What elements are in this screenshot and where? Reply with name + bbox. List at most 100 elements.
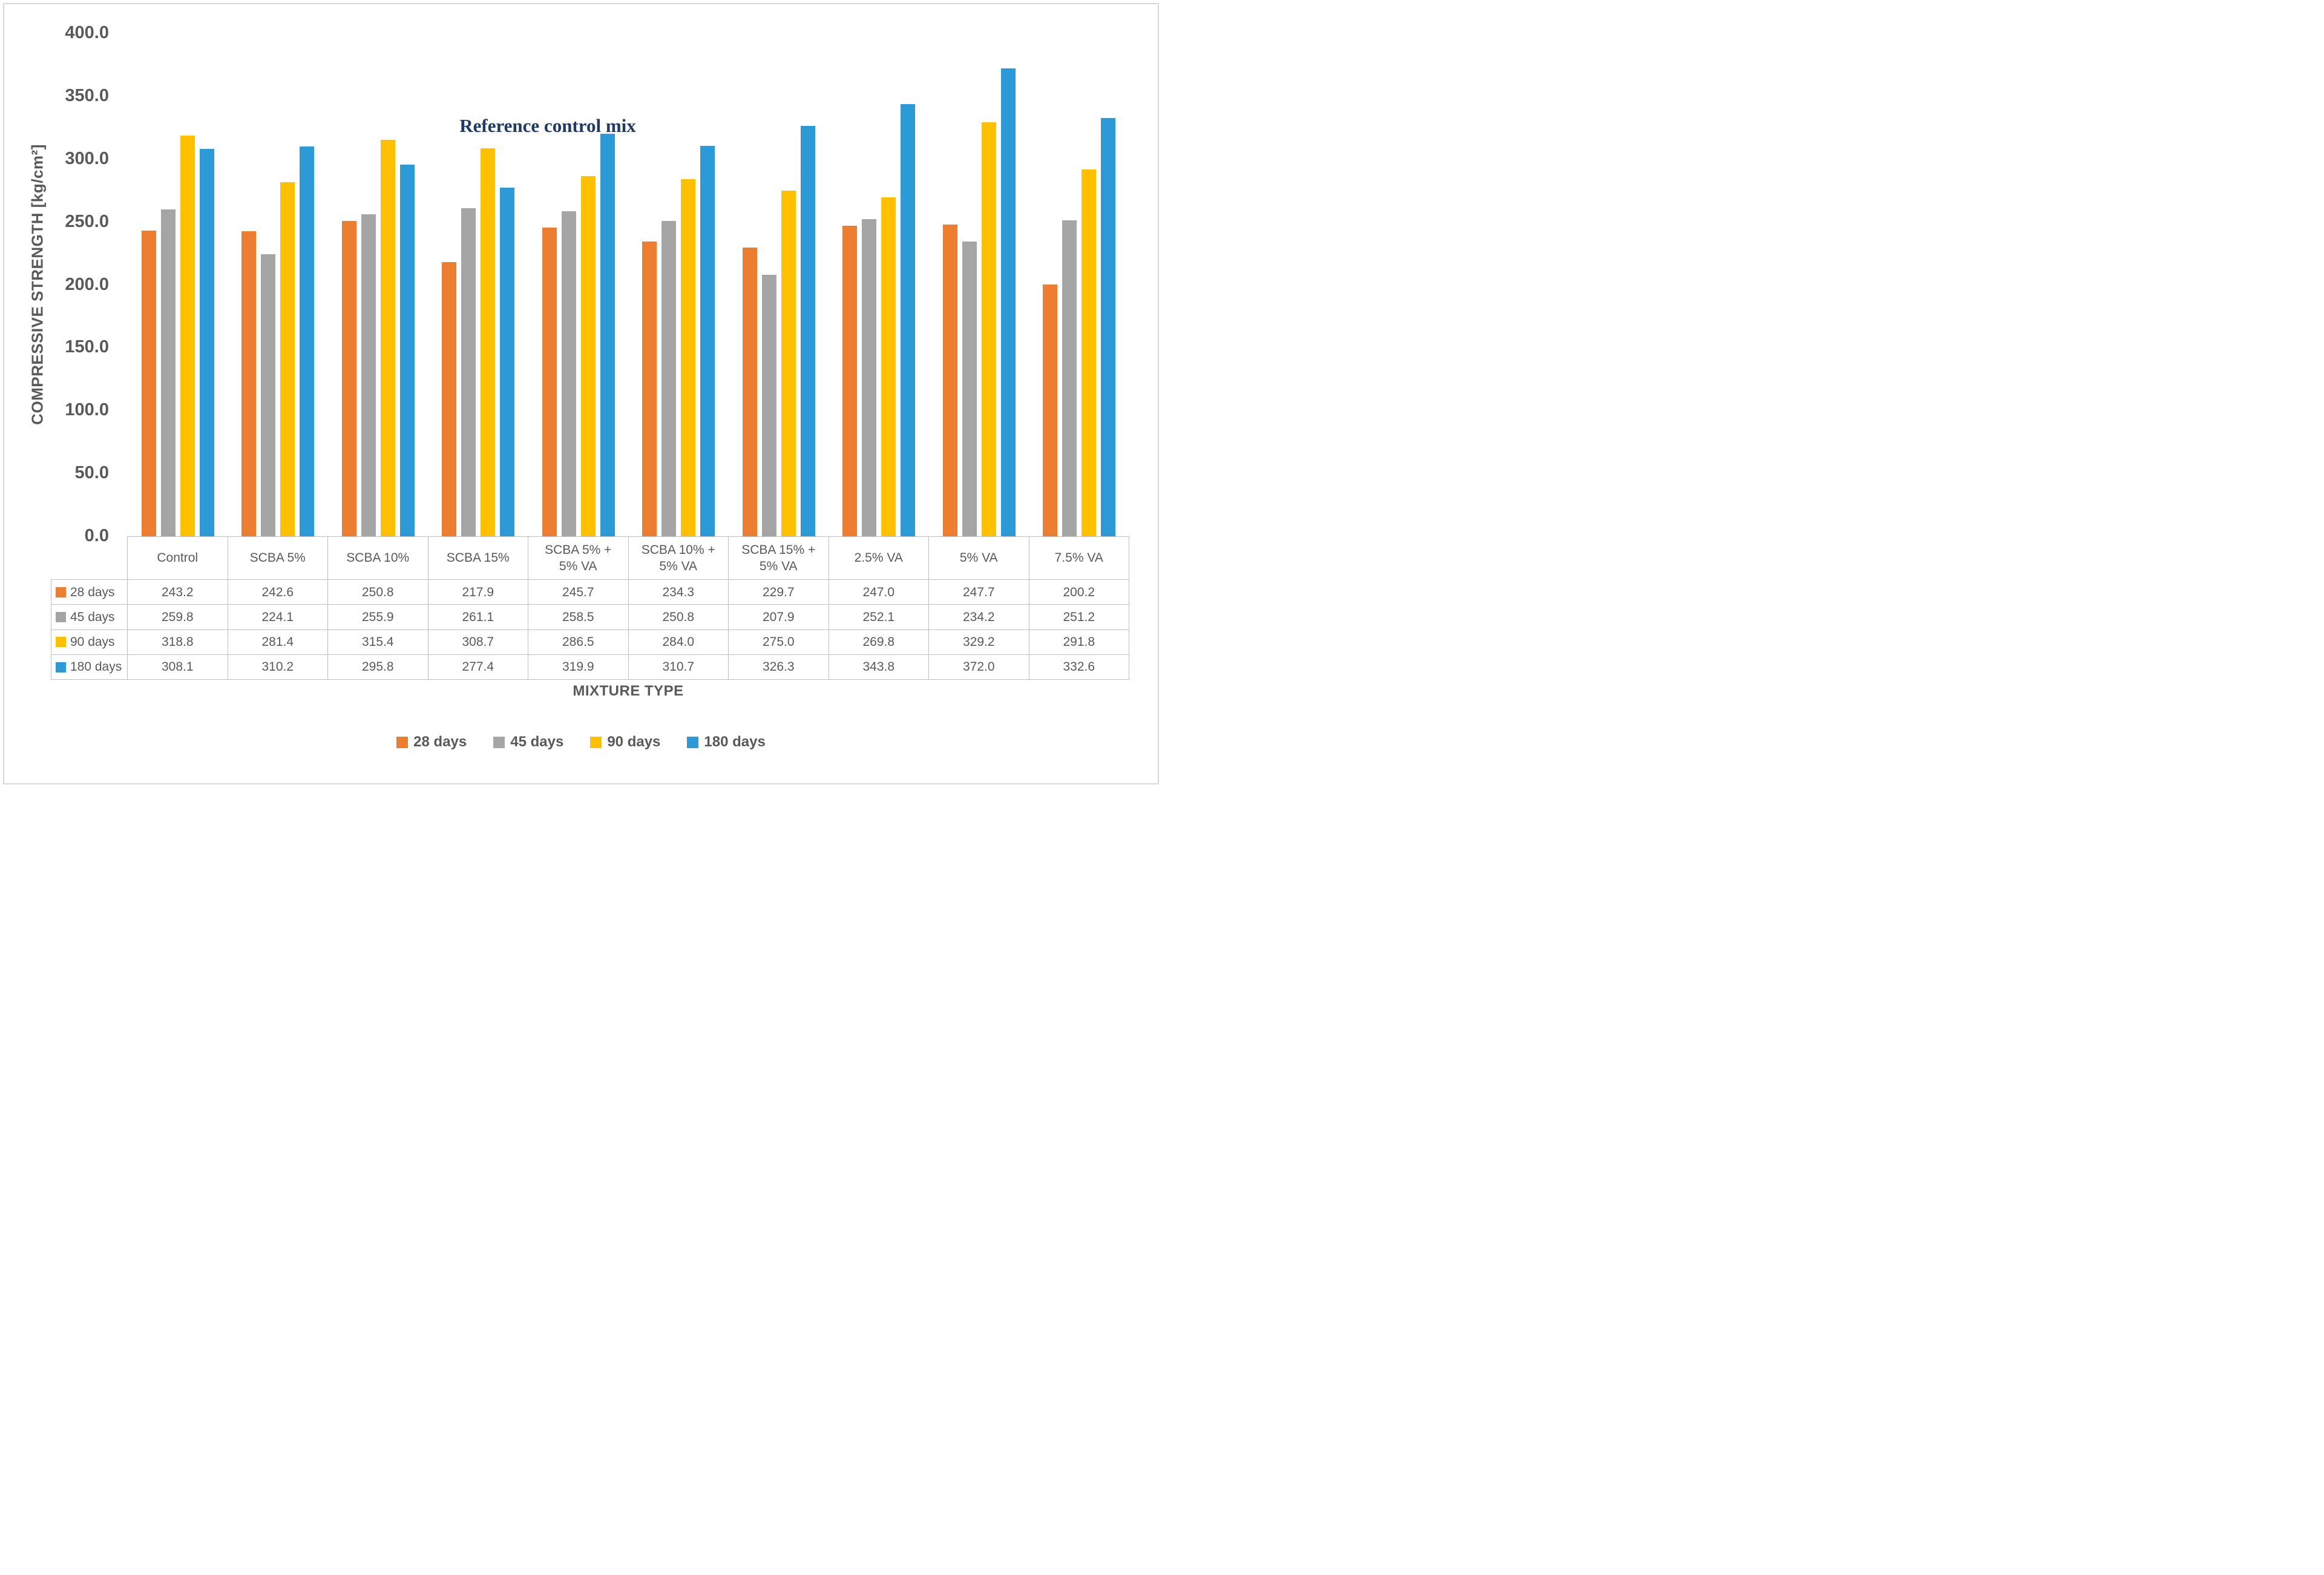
- bar-group-2-5-va: [829, 33, 930, 536]
- table-cell-45-days-scba-15: 261.1: [428, 605, 528, 630]
- table-header-5-va: 5% VA: [929, 536, 1029, 580]
- bar-28-days-scba-15: [442, 262, 457, 536]
- table-cell-45-days-scba-10-5-va: 250.8: [628, 605, 729, 630]
- bar-28-days-2-5-va: [842, 225, 858, 536]
- table-cell-28-days-control: 243.2: [128, 580, 228, 605]
- table-header-scba-5-5-va: SCBA 5% + 5% VA: [528, 536, 629, 580]
- bar-45-days-7-5-va: [1062, 220, 1077, 536]
- bar-45-days-scba-5: [261, 254, 276, 536]
- table-cell-180-days-7-5-va: 332.6: [1029, 654, 1129, 680]
- legend-key-90-days-icon: [56, 637, 66, 648]
- bar-45-days-scba-15-5-va: [761, 275, 776, 536]
- legend-label: 180 days: [704, 734, 766, 750]
- bar-group-scba-5: [228, 33, 329, 536]
- y-axis-tick-label: 250.0: [65, 211, 109, 231]
- bar-28-days-7-5-va: [1043, 284, 1058, 536]
- bar-180-days-scba-15-5-va: [800, 126, 815, 536]
- table-cell-28-days-scba-15: 217.9: [428, 580, 528, 605]
- table-cell-180-days-scba-10-5-va: 310.7: [628, 654, 729, 680]
- table-cell-180-days-control: 308.1: [128, 654, 228, 680]
- bar-90-days-2-5-va: [881, 197, 896, 536]
- table-header-scba-15-5-va: SCBA 15% + 5% VA: [729, 536, 829, 580]
- table-cell-90-days-2-5-va: 269.8: [829, 630, 929, 655]
- table-cell-28-days-scba-10-5-va: 234.3: [628, 580, 729, 605]
- legend-label: 90 days: [607, 734, 661, 750]
- bar-28-days-scba-5-5-va: [542, 227, 557, 536]
- table-row-label-90-days: 90 days: [51, 630, 128, 655]
- bar-90-days-scba-5: [280, 182, 295, 536]
- table-cell-45-days-scba-5-5-va: 258.5: [528, 605, 629, 630]
- table-cell-45-days-7-5-va: 251.2: [1029, 605, 1129, 630]
- table-cell-28-days-7-5-va: 200.2: [1029, 580, 1129, 605]
- legend: 28 days 45 days 90 days 180 days: [0, 734, 1162, 751]
- table-cell-90-days-scba-5: 281.4: [228, 630, 328, 655]
- bar-180-days-5-va: [1000, 68, 1016, 536]
- bar-28-days-scba-5: [241, 231, 257, 536]
- table-row-label-text: 180 days: [70, 660, 122, 674]
- table-cell-180-days-scba-10: 295.8: [328, 654, 428, 680]
- bar-180-days-scba-5: [300, 146, 315, 536]
- bar-45-days-control: [160, 209, 176, 536]
- y-axis-tick-label: 150.0: [65, 337, 109, 357]
- table-cell-90-days-7-5-va: 291.8: [1029, 630, 1129, 655]
- bar-180-days-scba-15: [500, 187, 515, 536]
- bar-28-days-scba-15-5-va: [742, 247, 757, 536]
- legend-key-180-days-icon: [56, 662, 66, 672]
- table-row-label-45-days: 45 days: [51, 605, 128, 630]
- bar-180-days-scba-5-5-va: [600, 134, 615, 536]
- bar-90-days-scba-5-5-va: [580, 176, 596, 536]
- table-header-scba-5: SCBA 5%: [228, 536, 328, 580]
- table-header-2-5-va: 2.5% VA: [829, 536, 929, 580]
- table-cell-28-days-5-va: 247.7: [929, 580, 1029, 605]
- table-cell-45-days-5-va: 234.2: [929, 605, 1029, 630]
- y-axis-tick-label: 400.0: [65, 22, 109, 42]
- bar-group-5-va: [929, 33, 1029, 536]
- legend-key-28-days-icon: [56, 587, 66, 597]
- legend-key-45-days-icon: [56, 611, 66, 622]
- table-cell-28-days-scba-15-5-va: 229.7: [729, 580, 829, 605]
- table-header-scba-15: SCBA 15%: [428, 536, 528, 580]
- table-header-scba-10-5-va: SCBA 10% + 5% VA: [628, 536, 729, 580]
- table-corner-cell: [51, 536, 128, 580]
- bar-28-days-5-va: [942, 225, 957, 536]
- bar-180-days-control: [199, 148, 214, 536]
- table-cell-28-days-scba-5: 242.6: [228, 580, 328, 605]
- legend-label: 45 days: [510, 734, 564, 750]
- table-cell-45-days-control: 259.8: [128, 605, 228, 630]
- table-cell-90-days-control: 318.8: [128, 630, 228, 655]
- table-cell-45-days-scba-15-5-va: 207.9: [729, 605, 829, 630]
- bar-45-days-5-va: [962, 242, 977, 536]
- y-axis-tick-label: 350.0: [65, 85, 109, 105]
- table-header-7-5-va: 7.5% VA: [1029, 536, 1129, 580]
- table-cell-90-days-scba-5-5-va: 286.5: [528, 630, 629, 655]
- legend-swatch-90-days-icon: [590, 736, 602, 748]
- bar-28-days-scba-10-5-va: [642, 242, 657, 536]
- bar-90-days-control: [180, 135, 195, 536]
- bar-group-scba-5-5-va: [528, 33, 629, 536]
- bar-45-days-scba-10-5-va: [661, 221, 677, 536]
- bar-group-control: [128, 33, 228, 536]
- table-cell-180-days-5-va: 372.0: [929, 654, 1029, 680]
- bar-45-days-scba-10: [361, 214, 376, 536]
- bar-28-days-control: [141, 230, 156, 536]
- bar-90-days-5-va: [981, 122, 996, 536]
- table-row-label-text: 90 days: [70, 635, 115, 649]
- bar-180-days-2-5-va: [901, 104, 916, 536]
- bar-group-scba-15-5-va: [729, 33, 829, 536]
- table-cell-180-days-2-5-va: 343.8: [829, 654, 929, 680]
- table-header-control: Control: [128, 536, 228, 580]
- table-cell-28-days-2-5-va: 247.0: [829, 580, 929, 605]
- table-cell-90-days-5-va: 329.2: [929, 630, 1029, 655]
- table-header-scba-10: SCBA 10%: [328, 536, 428, 580]
- bar-45-days-scba-5-5-va: [561, 211, 576, 536]
- x-axis-title: MIXTURE TYPE: [573, 683, 684, 699]
- table-cell-180-days-scba-15-5-va: 326.3: [729, 654, 829, 680]
- data-table: Control SCBA 5% SCBA 10% SCBA 15% SCBA 5% + …: [51, 536, 1129, 680]
- y-axis-tick-label: 100.0: [65, 400, 109, 420]
- bar-28-days-scba-10: [341, 221, 356, 536]
- table-row-label-text: 28 days: [70, 585, 115, 599]
- table-cell-90-days-scba-10-5-va: 284.0: [628, 630, 729, 655]
- table-cell-180-days-scba-5-5-va: 319.9: [528, 654, 629, 680]
- y-axis-tick-label: 300.0: [65, 148, 109, 168]
- legend-item-90-days: 90 days: [590, 734, 660, 751]
